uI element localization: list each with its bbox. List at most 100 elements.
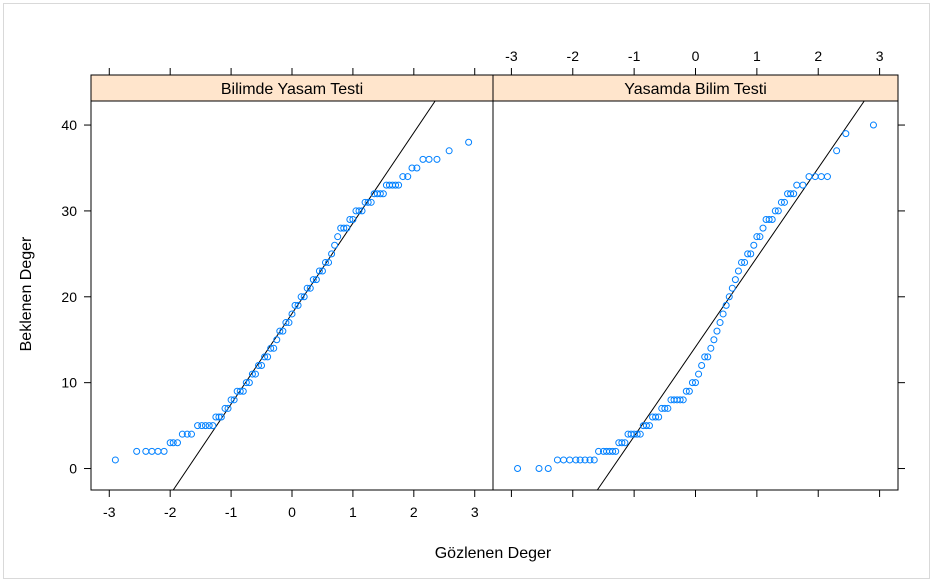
data-point [239, 387, 247, 395]
x-tick-label: -1 [225, 504, 238, 520]
data-point [661, 404, 669, 412]
x-tick-label: -3 [103, 504, 116, 520]
data-point [869, 121, 877, 129]
data-point [367, 198, 375, 206]
data-point [642, 422, 650, 430]
data-point [725, 293, 733, 301]
data-point [719, 310, 727, 318]
data-point [399, 173, 407, 181]
data-point [188, 430, 195, 438]
data-point [227, 396, 235, 404]
x-tick-label: -2 [567, 48, 580, 64]
data-point [780, 198, 788, 206]
data-point [279, 327, 287, 335]
data-point [433, 155, 441, 163]
data-point [282, 319, 290, 327]
y-axis-label: Beklenen Deger [18, 236, 35, 351]
data-point [465, 138, 473, 146]
data-point [318, 267, 326, 275]
y-tick-label: 20 [61, 289, 77, 305]
data-point [395, 181, 403, 189]
data-point [576, 456, 584, 464]
data-point [590, 456, 598, 464]
x-tick-label: -2 [164, 504, 177, 520]
data-point [255, 361, 262, 369]
data-point [270, 344, 278, 352]
x-tick-label: 0 [692, 48, 700, 64]
data-point [209, 422, 217, 430]
data-point [655, 413, 663, 421]
data-point [340, 224, 348, 232]
data-point [738, 258, 746, 266]
data-point [198, 422, 206, 430]
data-point [230, 396, 238, 404]
data-point [221, 404, 229, 412]
data-point [771, 207, 779, 215]
data-point [392, 181, 400, 189]
data-point [612, 447, 620, 455]
data-point [251, 370, 259, 378]
data-point [404, 173, 412, 181]
data-point [765, 216, 773, 224]
data-point [215, 413, 223, 421]
data-point [346, 216, 354, 224]
x-axis-label: Gözlenen Deger [435, 545, 552, 562]
panel-2: Yasamda Bilim Testi -3 -2 -1 0 1 2 3 [492, 48, 905, 497]
data-point [166, 439, 174, 447]
data-point [695, 370, 703, 378]
data-point [285, 319, 293, 327]
data-point [309, 276, 317, 284]
x-tick-label: 1 [349, 504, 357, 520]
data-point [633, 430, 641, 438]
data-point [716, 319, 724, 327]
data-point [722, 301, 730, 309]
data-point [741, 258, 749, 266]
data-point [514, 465, 522, 473]
data-point [595, 447, 603, 455]
data-point [224, 404, 232, 412]
data-point [731, 276, 739, 284]
data-point [747, 250, 755, 258]
data-point [445, 147, 453, 155]
data-point [212, 413, 220, 421]
y-tick-label: 10 [61, 375, 77, 391]
data-point [823, 173, 831, 181]
panel-title: Yasamda Bilim Testi [624, 81, 767, 98]
data-point [315, 267, 323, 275]
data-point [774, 207, 782, 215]
data-point [276, 327, 284, 335]
data-point [572, 456, 580, 464]
data-point [331, 241, 339, 249]
data-point [303, 284, 311, 292]
data-point [544, 465, 552, 473]
data-point [202, 422, 210, 430]
reference-line [596, 101, 865, 490]
data-point [586, 456, 594, 464]
x-tick-label: 1 [753, 48, 761, 64]
data-point [756, 233, 764, 241]
data-point [701, 353, 709, 361]
data-point [621, 439, 629, 447]
panel-strip [90, 74, 494, 102]
data-point [288, 310, 296, 318]
panel-title: Bilimde Yasam Testi [221, 81, 363, 98]
data-point [790, 190, 798, 198]
data-point [306, 284, 314, 292]
data-point [408, 164, 416, 172]
data-point [245, 379, 253, 387]
data-point [194, 422, 202, 430]
data-point [343, 224, 351, 232]
data-point [267, 344, 275, 352]
data-point [349, 216, 357, 224]
y-tick-label: 40 [61, 117, 77, 133]
data-point [636, 430, 644, 438]
data-point [692, 379, 699, 387]
data-point [645, 422, 653, 430]
data-point [425, 155, 433, 163]
data-point [799, 181, 807, 189]
data-point [609, 447, 617, 455]
data-point [685, 387, 693, 395]
data-point [535, 465, 543, 473]
data-point [173, 439, 181, 447]
